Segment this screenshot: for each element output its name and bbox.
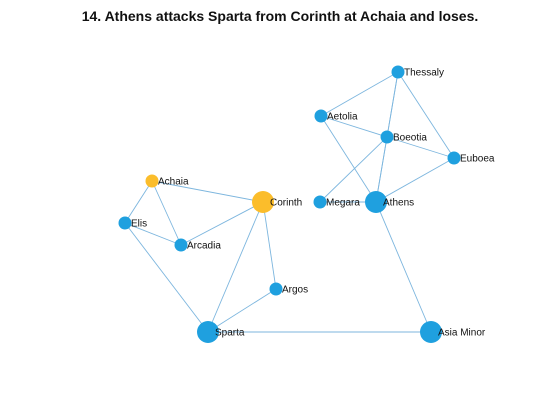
node-marker-thessaly [391, 65, 405, 79]
node-label-corinth: Corinth [270, 198, 302, 209]
node-sparta: Sparta [197, 321, 245, 343]
node-aetolia: Aetolia [314, 109, 358, 123]
node-thessaly: Thessaly [391, 65, 444, 79]
node-marker-athens [365, 191, 387, 213]
edge-boeotia-megara [319, 136, 388, 203]
node-athens: Athens [365, 191, 414, 213]
node-marker-corinth [252, 191, 274, 213]
node-label-sparta: Sparta [215, 328, 245, 339]
chart-title: 14. Athens attacks Sparta from Corinth a… [81, 8, 479, 24]
node-label-aetolia: Aetolia [327, 112, 358, 123]
node-marker-boeotia [380, 130, 394, 144]
node-label-arcadia: Arcadia [187, 241, 221, 252]
node-marker-aetolia [314, 109, 328, 123]
edge-aetolia-athens [320, 115, 377, 203]
edge-achaia-arcadia [151, 180, 182, 246]
node-label-achaia: Achaia [158, 177, 189, 188]
edge-achaia-corinth [151, 180, 264, 203]
node-asia-minor: Asia Minor [420, 321, 486, 343]
node-label-argos: Argos [282, 285, 308, 296]
node-marker-arcadia [174, 238, 188, 252]
node-marker-asia-minor [420, 321, 442, 343]
edge-corinth-sparta [207, 201, 264, 333]
node-megara: Megara [313, 195, 360, 209]
node-label-euboea: Euboea [460, 154, 495, 165]
node-achaia: Achaia [145, 174, 189, 188]
edge-thessaly-euboea [397, 71, 455, 159]
node-label-thessaly: Thessaly [404, 68, 444, 79]
node-marker-argos [269, 282, 283, 296]
edge-elis-sparta [124, 222, 209, 333]
node-marker-sparta [197, 321, 219, 343]
nodes-layer: Thessaly Aetolia Boeotia Euboea Achaia Corint… [118, 65, 495, 343]
edge-boeotia-euboea [386, 136, 455, 159]
node-marker-achaia [145, 174, 159, 188]
node-label-athens: Athens [383, 198, 414, 209]
node-boeotia: Boeotia [380, 130, 427, 144]
edge-athens-asia-minor [375, 201, 432, 333]
edge-aetolia-boeotia [320, 115, 388, 138]
edge-euboea-athens [375, 157, 455, 203]
node-corinth: Corinth [252, 191, 302, 213]
node-euboea: Euboea [447, 151, 495, 165]
node-marker-euboea [447, 151, 461, 165]
node-label-elis: Elis [131, 219, 147, 230]
node-marker-megara [313, 195, 327, 209]
node-elis: Elis [118, 216, 147, 230]
edge-elis-arcadia [124, 222, 182, 246]
edge-arcadia-corinth [180, 201, 264, 246]
edge-thessaly-aetolia [320, 71, 399, 117]
edge-achaia-elis [124, 180, 153, 224]
node-label-megara: Megara [326, 198, 360, 209]
node-label-boeotia: Boeotia [393, 133, 427, 144]
edge-argos-sparta [207, 288, 277, 333]
node-marker-elis [118, 216, 132, 230]
node-arcadia: Arcadia [174, 238, 221, 252]
node-label-asia-minor: Asia Minor [438, 328, 486, 339]
edge-corinth-argos [262, 201, 277, 290]
node-argos: Argos [269, 282, 308, 296]
